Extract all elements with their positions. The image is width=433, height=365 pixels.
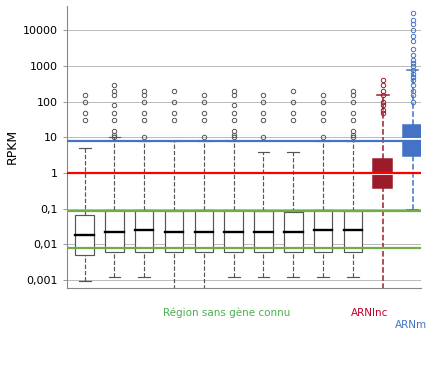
Bar: [135, 210, 153, 252]
Bar: [284, 212, 303, 252]
Bar: [75, 215, 94, 255]
Bar: [403, 125, 422, 156]
Bar: [194, 210, 213, 252]
Bar: [105, 210, 124, 252]
Text: Région sans gène connu: Région sans gène connu: [163, 308, 290, 318]
Text: ARNm: ARNm: [395, 320, 427, 330]
Text: ARNlnc: ARNlnc: [351, 308, 389, 318]
Bar: [224, 210, 243, 252]
Bar: [314, 210, 332, 252]
Y-axis label: RPKM: RPKM: [6, 129, 19, 164]
Bar: [344, 211, 362, 252]
Bar: [373, 159, 392, 188]
Bar: [254, 211, 273, 252]
Bar: [165, 211, 183, 252]
